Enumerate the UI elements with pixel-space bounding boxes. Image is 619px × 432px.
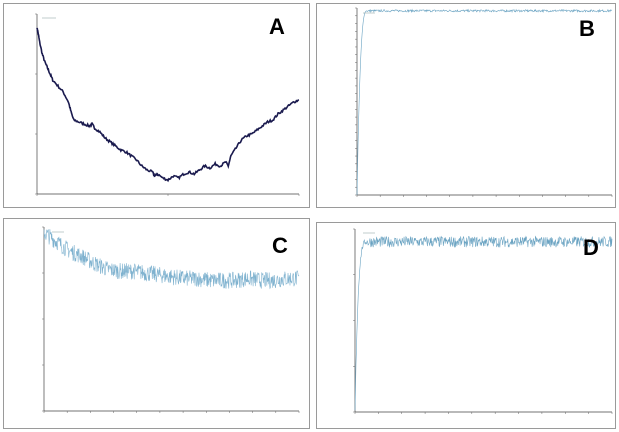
chart-a-svg	[35, 13, 300, 196]
chart-b-series-line	[356, 8, 613, 196]
panel-label-a: A	[269, 14, 285, 39]
panel-label-b: B	[579, 16, 595, 41]
chart-panel-a: A	[3, 3, 310, 208]
chart-panel-b: B	[316, 3, 616, 208]
chart-b-svg	[355, 7, 613, 197]
chart-panel-d: D	[316, 222, 616, 429]
chart-c-svg	[42, 226, 300, 413]
panel-label-d: D	[583, 235, 599, 260]
chart-panel-c: C	[3, 218, 310, 429]
panel-label-c: C	[272, 233, 288, 258]
chart-a-series-line	[36, 27, 300, 183]
chart-d-series-line	[354, 235, 613, 411]
chart-d-svg	[353, 228, 613, 414]
chart-c-series-line	[43, 229, 300, 290]
